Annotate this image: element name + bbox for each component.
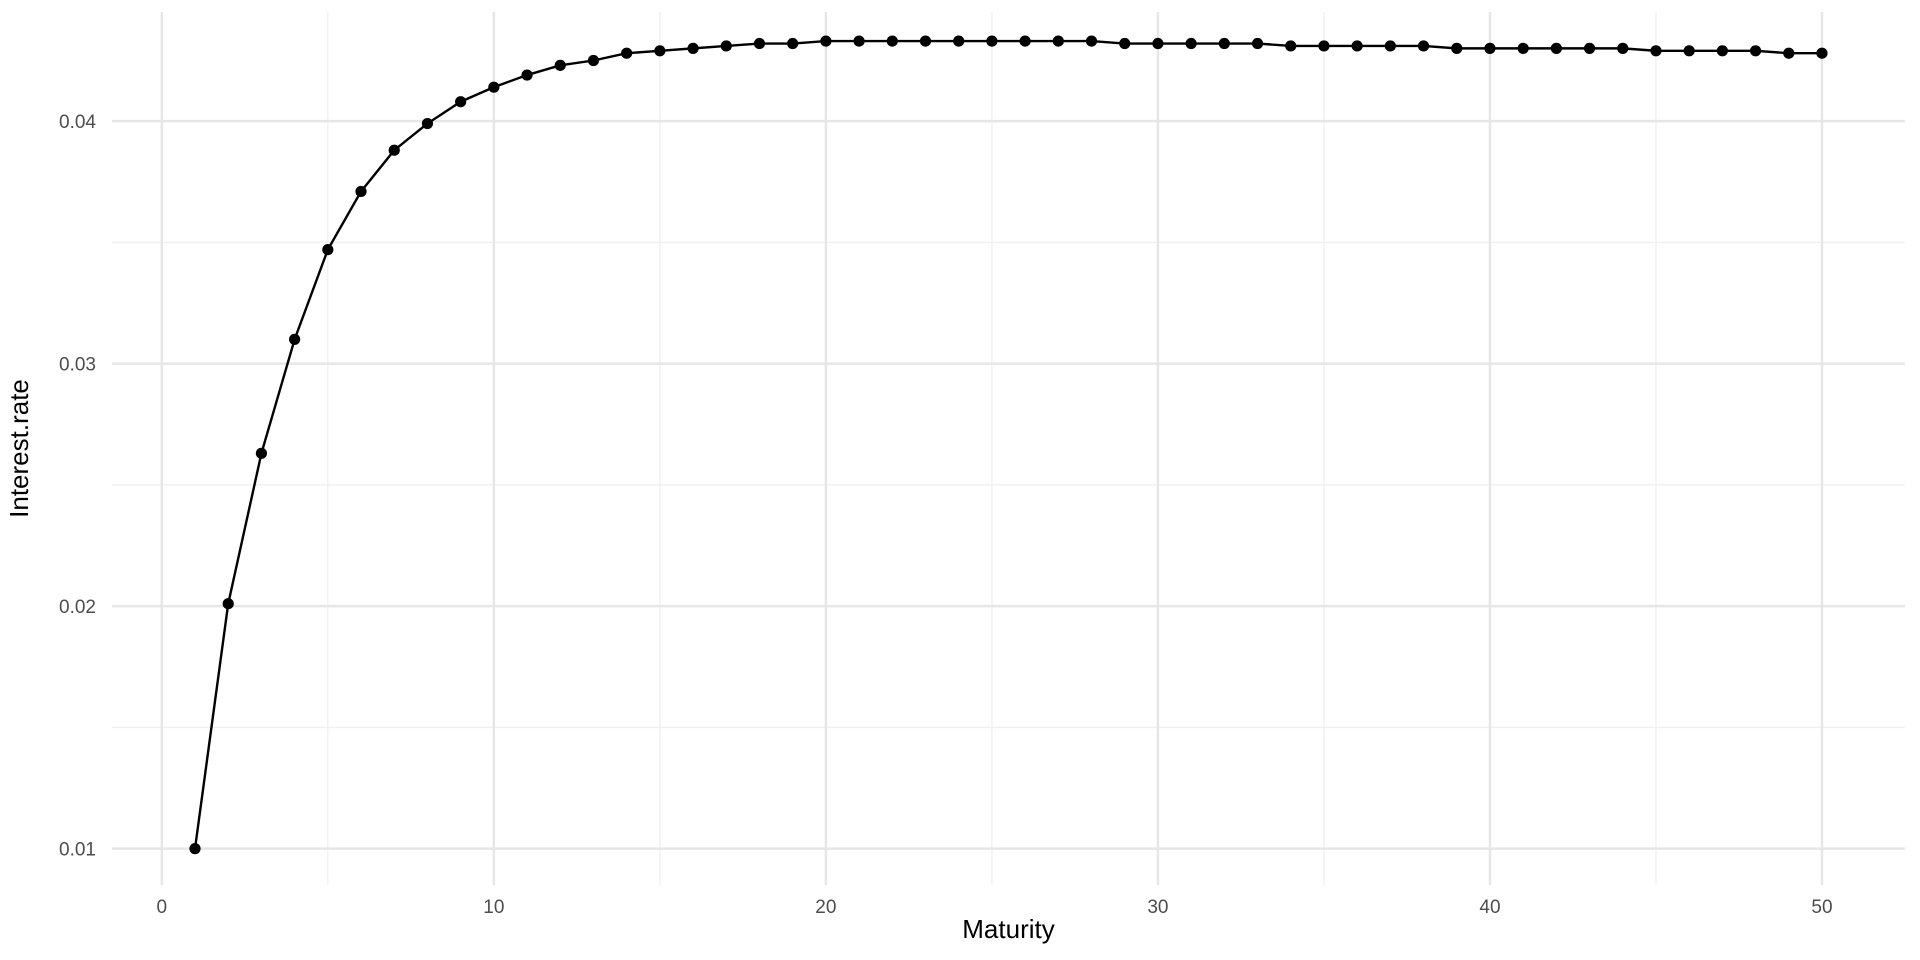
data-point (322, 244, 334, 256)
y-tick-label: 0.03 (59, 355, 96, 376)
data-point (189, 843, 201, 855)
grid-lines (112, 12, 1905, 885)
data-point (953, 35, 965, 47)
data-point (1351, 40, 1363, 52)
data-point (1783, 47, 1795, 59)
data-point (1617, 42, 1629, 54)
x-axis-tick-labels: 0 10 20 30 40 50 (157, 897, 1833, 918)
data-point (919, 35, 932, 47)
data-point (1318, 40, 1330, 52)
y-axis-title: Interest.rate (4, 379, 34, 518)
x-tick-label: 0 (157, 897, 168, 918)
data-point (687, 42, 699, 54)
data-point (787, 37, 799, 50)
y-axis-tick-labels: 0.01 0.02 0.03 0.04 (59, 112, 96, 861)
x-tick-label: 20 (815, 897, 836, 918)
data-point (1650, 45, 1662, 57)
data-point (1052, 35, 1064, 47)
data-point (1085, 35, 1098, 47)
x-tick-label: 40 (1479, 897, 1500, 918)
x-tick-label: 50 (1811, 897, 1832, 918)
data-point (1019, 35, 1031, 47)
data-point (222, 598, 234, 610)
data-point (1384, 40, 1396, 52)
data-point (355, 185, 367, 198)
data-point (1152, 37, 1164, 50)
data-point (886, 35, 898, 47)
data-point (255, 447, 268, 459)
data-point (1716, 45, 1728, 57)
data-point (455, 96, 467, 108)
series-group (189, 35, 1828, 855)
data-point (554, 59, 566, 71)
data-point (1583, 42, 1596, 54)
data-point (654, 45, 666, 57)
data-point (1484, 42, 1496, 54)
x-axis-title: Maturity (962, 914, 1054, 944)
data-point (289, 333, 301, 345)
data-point (820, 35, 832, 47)
data-point (421, 117, 434, 130)
data-point (753, 37, 766, 50)
data-point (1119, 37, 1131, 50)
y-tick-label: 0.01 (59, 840, 96, 861)
y-tick-label: 0.04 (59, 112, 96, 133)
data-point (853, 35, 865, 47)
data-point (1451, 42, 1463, 54)
data-point (1218, 37, 1230, 50)
data-point (720, 40, 732, 52)
data-point (1417, 40, 1430, 52)
data-point (1285, 40, 1297, 52)
data-point (1683, 45, 1695, 57)
x-tick-label: 30 (1147, 897, 1168, 918)
y-tick-label: 0.02 (59, 597, 96, 618)
data-point (621, 47, 633, 59)
data-point (1749, 45, 1762, 57)
data-point (1816, 47, 1828, 59)
data-point (587, 54, 600, 67)
data-point (986, 35, 998, 47)
data-point (1185, 37, 1197, 50)
x-tick-label: 10 (483, 897, 504, 918)
data-point (1251, 37, 1264, 50)
data-point (388, 144, 400, 156)
data-point (488, 81, 500, 93)
data-point (521, 69, 533, 81)
data-point (1517, 42, 1529, 54)
data-point (1550, 42, 1562, 54)
